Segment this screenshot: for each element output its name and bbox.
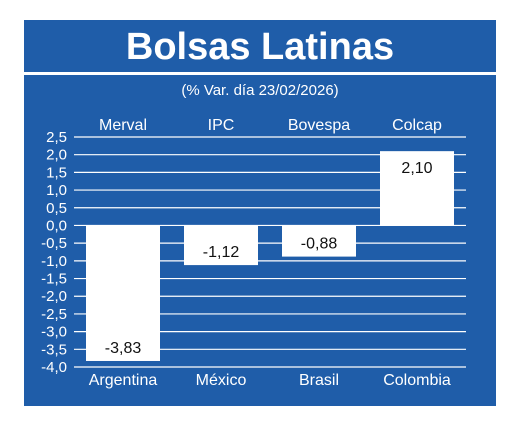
index-label: Bovespa bbox=[288, 117, 350, 134]
bar bbox=[282, 225, 356, 257]
bar bbox=[86, 225, 160, 361]
y-tick-label: -1,0 bbox=[41, 253, 67, 270]
y-axis-tick-labels: 2,52,01,51,00,50,0-0,5-1,0-1,5-2,0-2,5-3… bbox=[41, 129, 67, 376]
y-tick-label: 2,5 bbox=[46, 129, 67, 146]
bar bbox=[380, 151, 454, 226]
chart-title: Bolsas Latinas bbox=[125, 26, 395, 68]
index-label: IPC bbox=[208, 117, 235, 134]
y-tick-label: -0,5 bbox=[41, 235, 67, 252]
y-tick-label: -4,0 bbox=[41, 359, 67, 376]
chart-card: Bolsas Latinas (% Var. día 23/02/2026) 2… bbox=[24, 20, 496, 406]
y-tick-label: 0,5 bbox=[46, 200, 67, 217]
bars: -3,83 -1,12 -0,88 2,10 bbox=[86, 151, 454, 361]
title-divider bbox=[24, 72, 496, 75]
category-label: Colombia bbox=[383, 372, 451, 389]
y-tick-label: -2,0 bbox=[41, 288, 67, 305]
y-tick-label: 2,0 bbox=[46, 147, 67, 164]
bar-chart: 2,52,01,51,00,50,0-0,5-1,0-1,5-2,0-2,5-3… bbox=[41, 117, 466, 389]
y-tick-label: 1,5 bbox=[46, 164, 67, 181]
y-tick-label: 0,0 bbox=[46, 217, 67, 234]
y-tick-label: -3,0 bbox=[41, 324, 67, 341]
index-label: Merval bbox=[99, 117, 147, 134]
bar-value-label: -1,12 bbox=[203, 244, 240, 261]
y-tick-label: 1,0 bbox=[46, 182, 67, 199]
index-labels: Merval IPC Bovespa Colcap bbox=[99, 117, 442, 134]
bar bbox=[184, 225, 258, 266]
category-label: Brasil bbox=[299, 372, 339, 389]
category-labels: Argentina México Brasil Colombia bbox=[89, 372, 451, 389]
category-label: Argentina bbox=[89, 372, 158, 389]
y-tick-label: -3,5 bbox=[41, 341, 67, 358]
bar-value-label: -0,88 bbox=[301, 236, 338, 253]
chart-subtitle: (% Var. día 23/02/2026) bbox=[181, 82, 339, 99]
y-tick-label: -2,5 bbox=[41, 306, 67, 323]
category-label: México bbox=[196, 372, 247, 389]
title-band: Bolsas Latinas bbox=[24, 20, 496, 72]
index-label: Colcap bbox=[392, 117, 442, 134]
y-tick-label: -1,5 bbox=[41, 271, 67, 288]
bar-value-label: -3,83 bbox=[105, 340, 142, 357]
bar-value-label: 2,10 bbox=[401, 160, 432, 177]
